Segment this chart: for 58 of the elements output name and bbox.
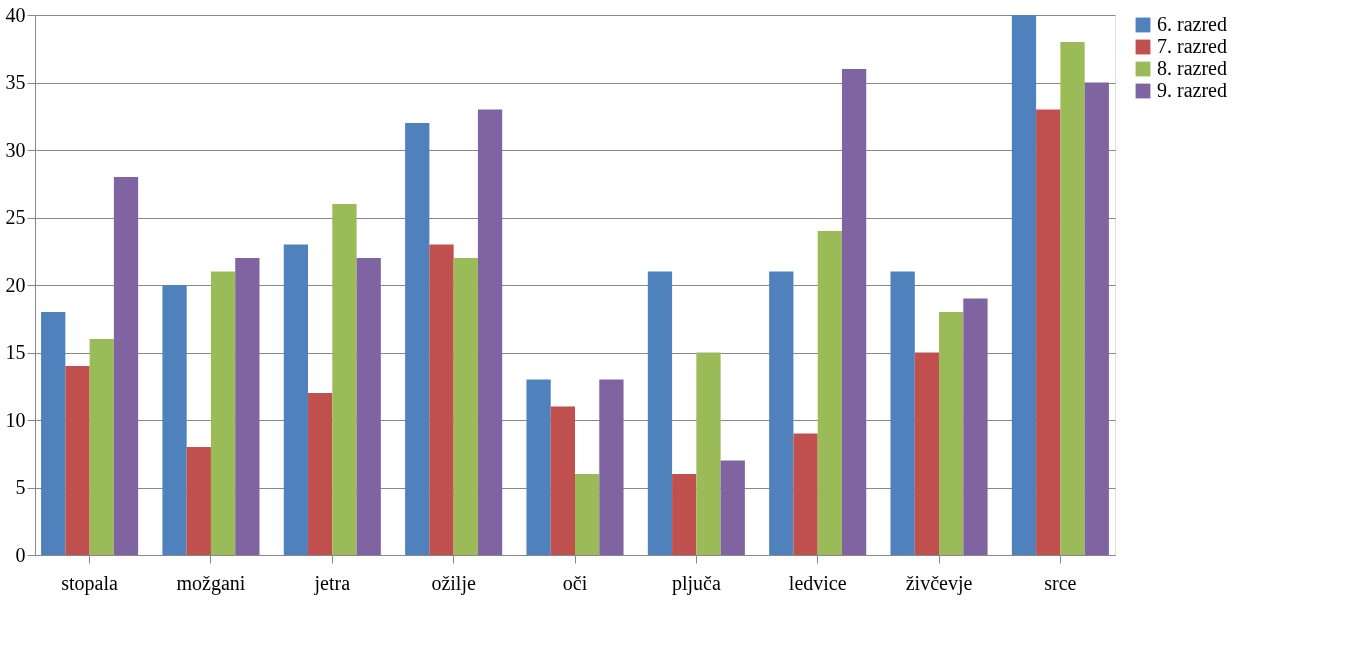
bar [405, 123, 430, 555]
bar [1084, 82, 1109, 555]
bar [963, 298, 988, 555]
bar [89, 339, 114, 555]
bar [41, 312, 66, 555]
legend-label: 7. razred [1157, 35, 1227, 57]
legend-label: 8. razred [1157, 57, 1227, 79]
x-tick-label: jetra [313, 571, 351, 595]
bar [647, 271, 673, 555]
bar [453, 258, 478, 555]
y-tick-label: 35 [5, 71, 26, 93]
bar [477, 109, 503, 555]
bar [696, 352, 721, 555]
x-tick-label: živčevje [905, 571, 973, 595]
bar [332, 204, 357, 555]
x-tick-label: oči [562, 571, 588, 594]
bar [720, 460, 745, 555]
y-tick-label: 15 [5, 341, 26, 363]
x-tick-label: srce [1044, 571, 1077, 594]
bar [841, 69, 867, 555]
x-tick-label: ožilje [431, 571, 476, 595]
bar [308, 393, 333, 555]
bar [599, 379, 624, 555]
y-tick-label: 25 [5, 206, 26, 228]
x-tick-label: ledvice [788, 571, 847, 594]
y-tick-label: 40 [5, 3, 26, 26]
legend-label: 9. razred [1157, 79, 1227, 101]
bar [235, 258, 260, 555]
bar [769, 271, 794, 555]
bar [1060, 42, 1085, 555]
bar [65, 366, 90, 555]
y-tick-label: 20 [5, 273, 26, 296]
bar [672, 474, 697, 555]
bar [817, 231, 842, 555]
x-tick-label: stopala [61, 571, 119, 595]
x-tick-label: pljuča [671, 571, 721, 595]
bar [186, 447, 211, 555]
bar [793, 433, 818, 555]
y-tick-label: 0 [15, 543, 26, 566]
bar [113, 177, 139, 555]
bar [939, 312, 964, 555]
y-tick-label: 30 [5, 138, 26, 161]
y-tick-label: 10 [5, 408, 26, 431]
bar [1036, 109, 1061, 555]
bar [429, 244, 454, 555]
bar [1011, 15, 1037, 555]
bar [356, 258, 381, 555]
bar [575, 474, 600, 555]
bar [526, 379, 551, 555]
bar [162, 285, 187, 555]
bar [210, 271, 236, 555]
bar [890, 271, 915, 555]
bar [283, 244, 309, 555]
legend-label: 6. razred [1157, 13, 1227, 35]
y-tick-label: 5 [15, 476, 26, 498]
x-tick-label: možgani [176, 571, 246, 595]
bar [914, 352, 940, 555]
bar [550, 406, 575, 555]
